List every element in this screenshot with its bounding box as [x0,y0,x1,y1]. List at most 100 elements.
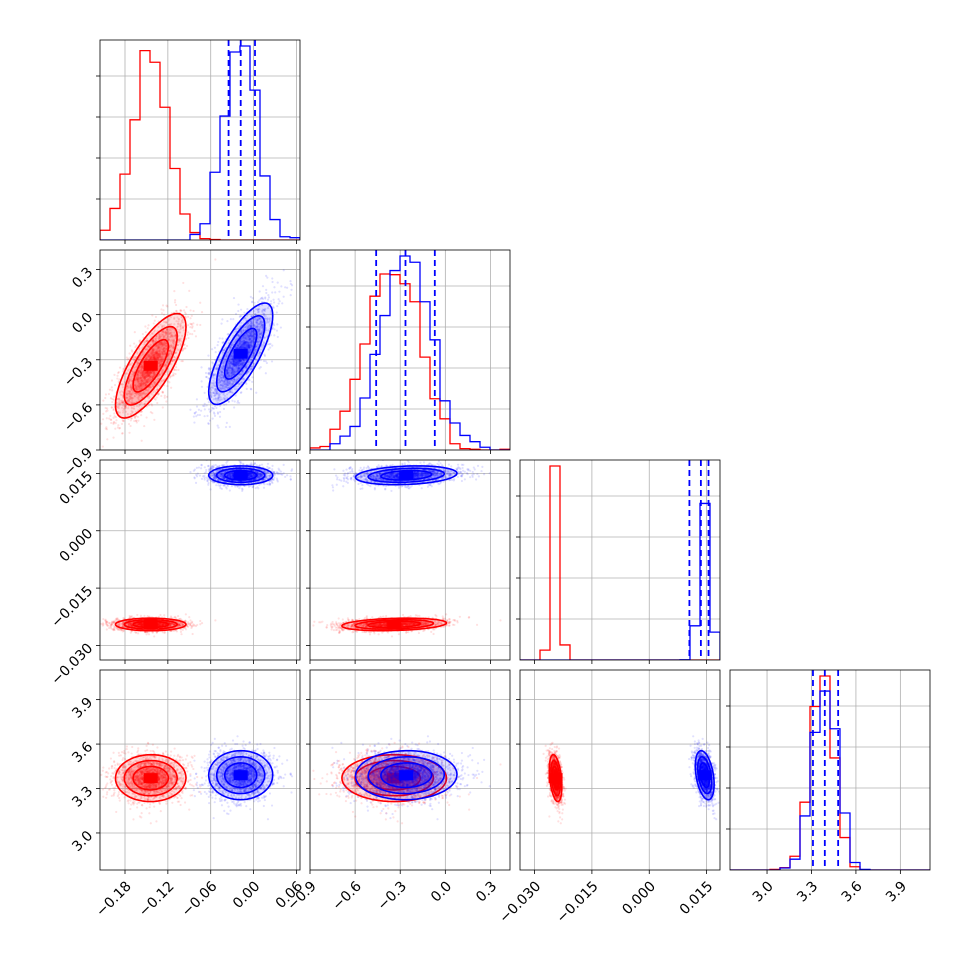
scatter-point [238,402,240,404]
scatter-point [204,415,206,417]
scatter-point [180,310,182,312]
scatter-point [118,371,120,373]
scatter-point [186,345,188,347]
scatter-point [145,331,147,333]
scatter-point [260,298,262,300]
scatter-point [228,400,230,402]
scatter-point [209,419,211,421]
scatter-point [217,344,219,346]
scatter-point [164,397,166,399]
scatter-point [147,615,149,617]
scatter-point [194,412,196,414]
scatter-point [142,333,144,335]
scatter-point [163,614,165,616]
panel-plot-area [90,459,300,660]
scatter-point [114,428,116,430]
scatter-point [112,437,114,439]
scatter-point [266,362,268,364]
scatter-point [173,290,175,292]
y-tick-label: −0.6 [61,400,96,435]
scatter-point [160,395,162,397]
scatter-point [162,391,164,393]
scatter-point [253,302,255,304]
scatter-point [277,282,279,284]
scatter-point [105,393,107,395]
scatter-point [199,324,201,326]
scatter-point [214,415,216,417]
scatter-point [201,386,203,388]
scatter-point [273,328,275,330]
scatter-point [122,368,124,370]
scatter-point [283,296,285,298]
scatter-point [259,290,261,292]
scatter-point [126,357,128,359]
scatter-point [251,301,253,303]
histogram-panel-0 [96,40,300,244]
scatter-point [233,297,235,299]
scatter-point [237,400,239,402]
scatter-point [240,309,242,311]
scatter-point [175,366,177,368]
scatter-point [217,413,219,415]
scatter-point [148,633,150,635]
scatter-point [276,305,278,307]
scatter-point [235,394,237,396]
scatter-point [182,629,184,631]
scatter-point [251,381,253,383]
scatter-point [145,416,147,418]
panel-plot-area [310,250,510,450]
scatter-point [257,301,259,303]
scatter-point [207,377,209,379]
density-peak-series-1 [234,349,248,359]
scatter-panel-1-0 [90,250,300,454]
scatter-point [153,635,155,637]
scatter-point [113,421,115,423]
scatter-point [212,362,214,364]
scatter-point [199,414,201,416]
scatter-point [106,438,108,440]
scatter-point [277,336,279,338]
scatter-point [106,407,108,409]
scatter-point [136,421,138,423]
scatter-point [232,318,234,320]
scatter-point [233,406,235,408]
scatter-point [226,422,228,424]
scatter-point [192,310,194,312]
scatter-point [227,333,229,335]
scatter-point [134,331,136,333]
scatter-point [111,401,113,403]
scatter-point [157,394,159,396]
scatter-point [273,307,275,309]
scatter-point [106,417,108,419]
scatter-point [133,342,135,344]
scatter-point [102,418,104,420]
scatter-point [223,404,225,406]
scatter-point [159,614,161,616]
scatter-point [192,633,194,635]
scatter-point [251,376,253,378]
scatter-point [110,422,112,424]
scatter-point [150,403,152,405]
scatter-point [96,623,98,625]
scatter-point [136,614,138,616]
scatter-point [113,622,115,624]
scatter-point [208,372,210,374]
scatter-point [162,309,164,311]
scatter-point [95,617,97,619]
scatter-point [156,402,158,404]
scatter-point [193,421,195,423]
scatter-point [273,301,275,303]
scatter-point [208,408,210,410]
scatter-point [265,292,267,294]
scatter-point [187,337,189,339]
scatter-point [268,296,270,298]
scatter-point [225,426,227,428]
scatter-point [290,294,292,296]
scatter-point [271,281,273,283]
scatter-point [217,341,219,343]
scatter-point [200,366,202,368]
scatter-point [128,423,130,425]
scatter-point [193,330,195,332]
scatter-point [196,324,198,326]
scatter-point [264,296,266,298]
